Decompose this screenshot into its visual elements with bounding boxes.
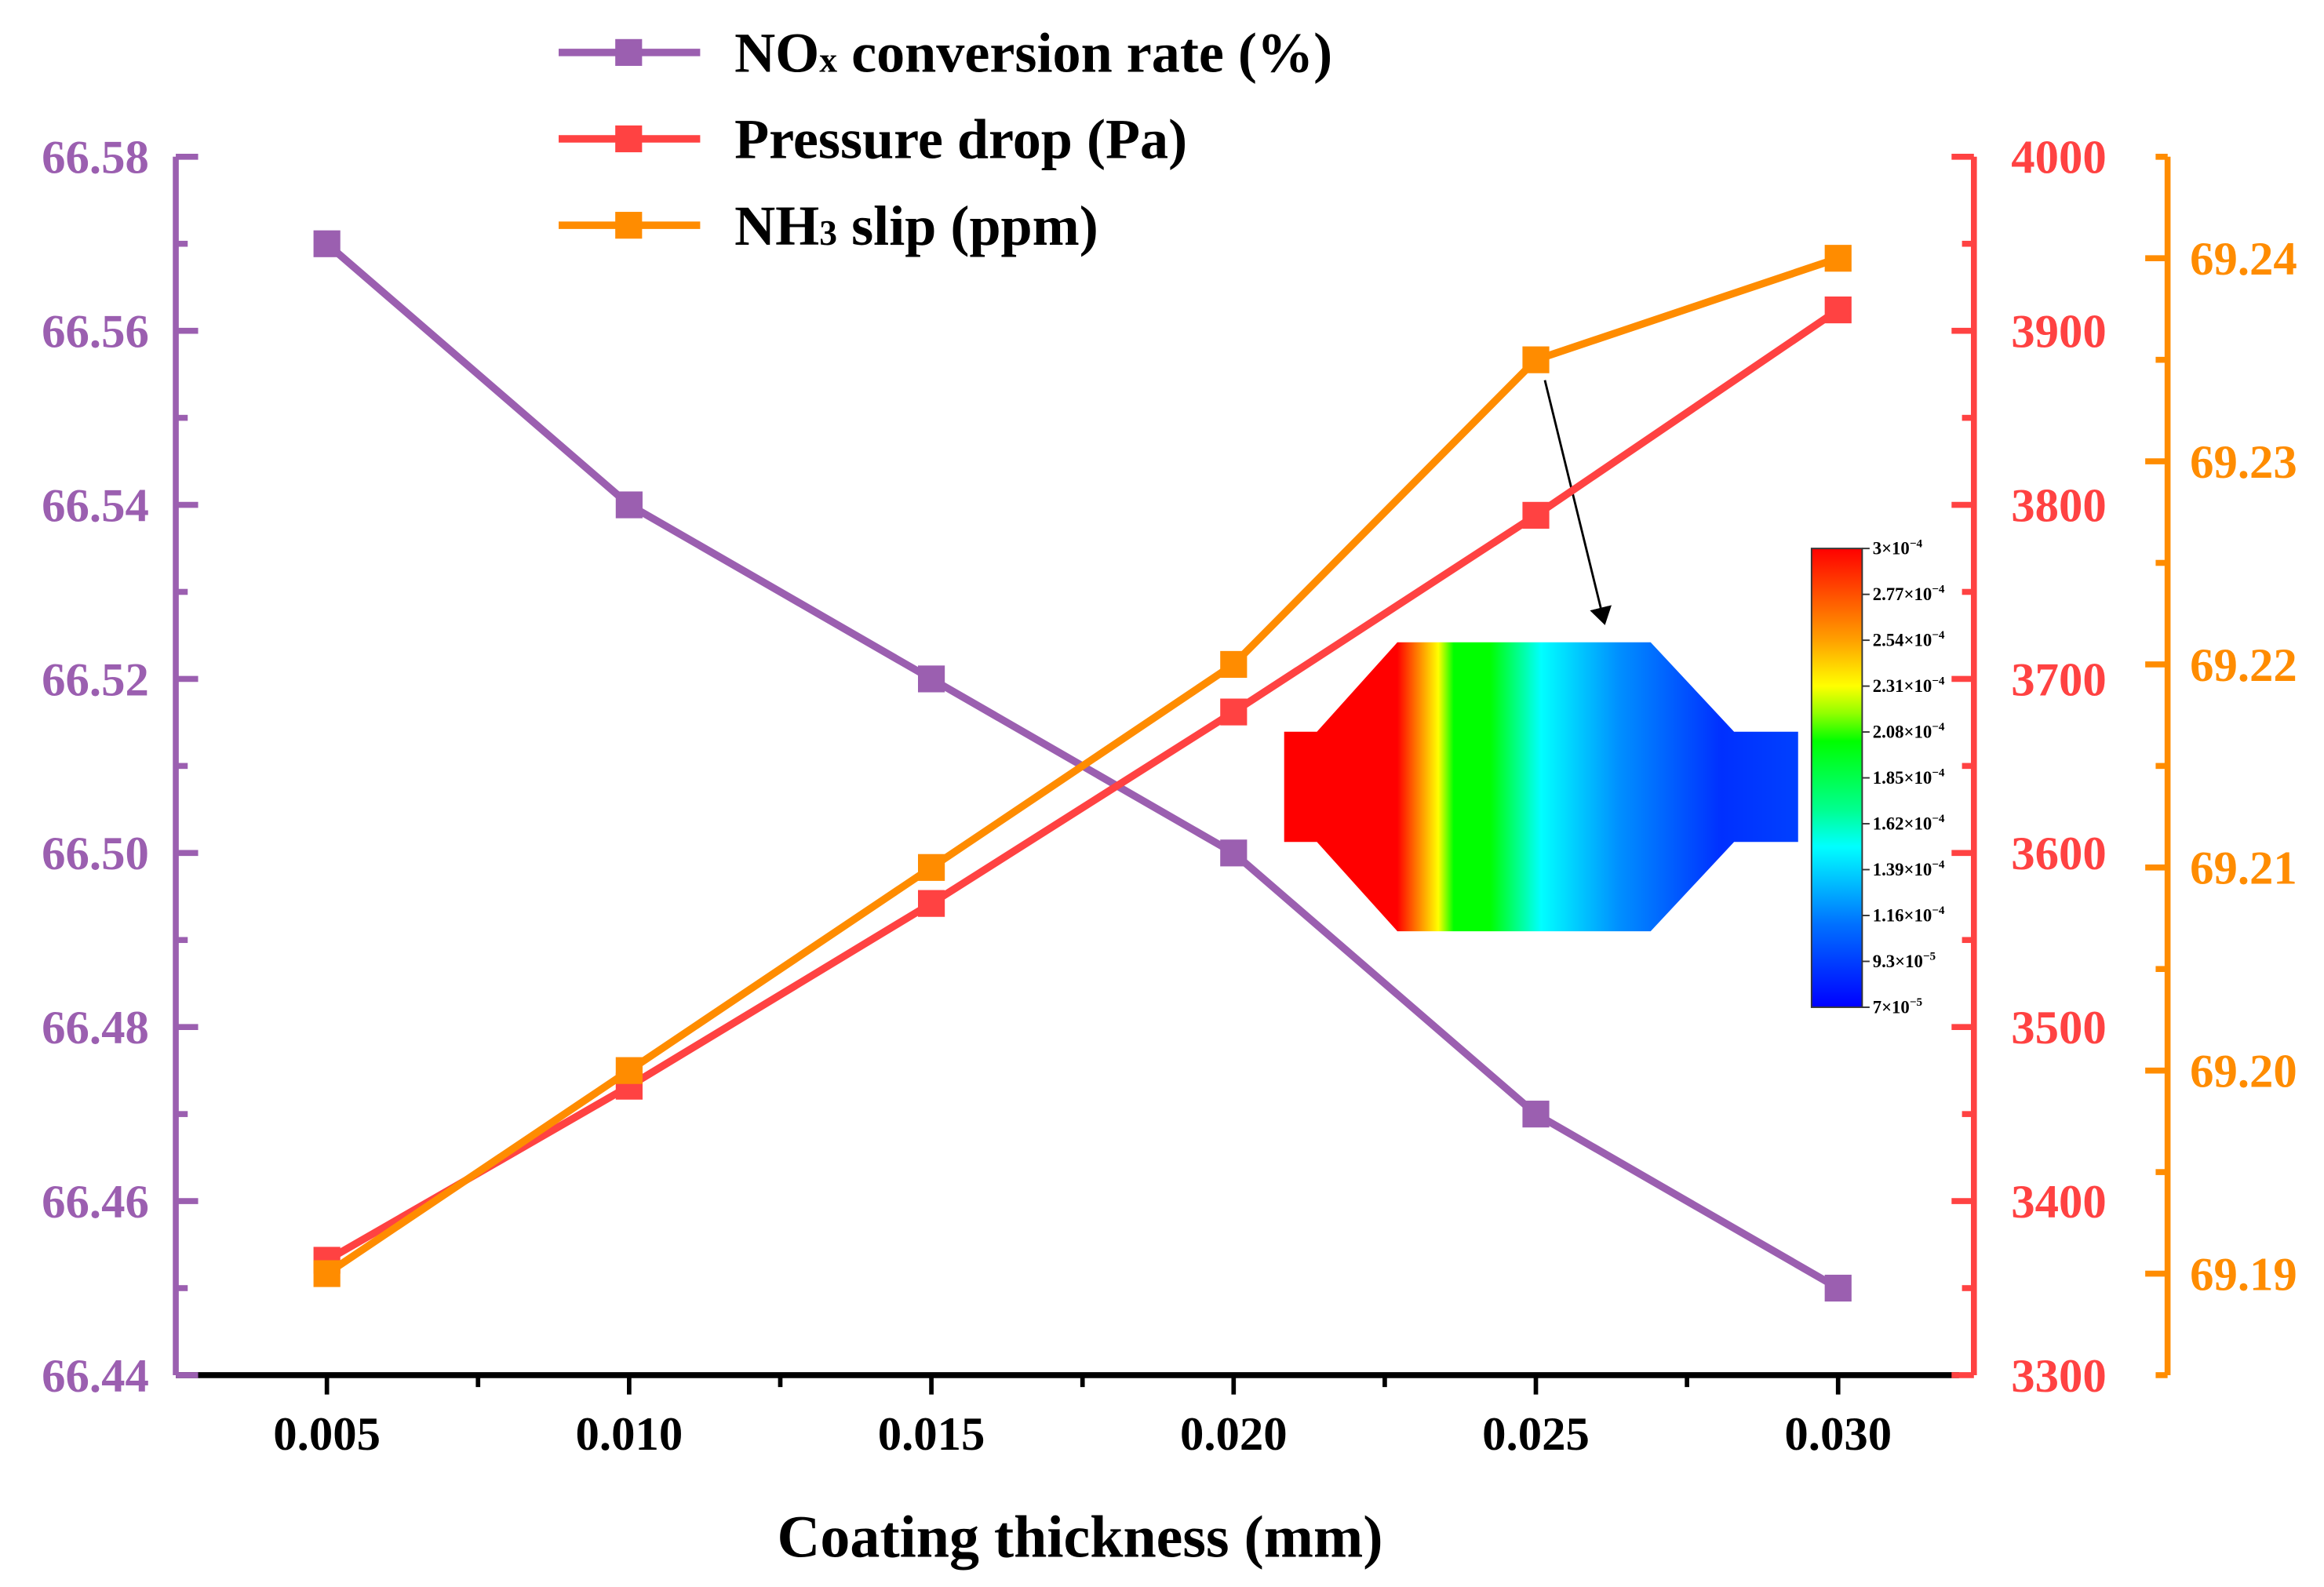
y-tick-label: 66.56 [42,306,149,359]
legend: NOx conversion rate (%) Pressure drop (Pa… [559,22,1332,257]
y-tick-label: 3700 [2011,653,2107,706]
legend-marker [615,212,643,239]
y-tick-label: 3800 [2011,479,2107,532]
axes: 0.005 0.010 0.015 0.020 0.025 0.030 66.44 66.46… [42,132,2297,1461]
colorbar-label: 7×10−5 [1873,996,1923,1017]
inset-colorbar [1810,548,1863,1008]
colorbar-label: 1.16×10−4 [1873,904,1945,925]
x-tick-label: 0.005 [273,1408,381,1461]
x-tick-label: 0.010 [576,1408,683,1461]
y-tick-label: 3300 [2011,1350,2107,1403]
colorbar-label: 2.54×10−4 [1873,628,1945,650]
data-point [1824,296,1852,324]
data-point [1522,501,1550,529]
data-point [1522,1101,1550,1128]
y-tick-label: 3600 [2011,828,2107,880]
colorbar-label: 3×10−4 [1873,537,1923,558]
colorbar-label: 1.85×10−4 [1873,766,1945,788]
legend-label: NH3 slip (ppm) [734,195,1098,257]
y-tick-label: 69.19 [2190,1248,2297,1301]
y-tick-label: 66.50 [42,828,149,880]
legend-marker [615,125,643,153]
inset-contour-plot: 3×10−4 2.77×10−4 2.54×10−4 2.31×10−4 2.08×10… [1284,380,1945,1017]
data-point [313,1260,341,1287]
data-point [615,491,643,519]
legend-label: Pressure drop (Pa) [734,108,1187,171]
data-point [1522,346,1550,373]
colorbar-label: 9.3×10−5 [1873,950,1936,971]
y-tick-label: 69.20 [2190,1046,2297,1098]
x-tick-label: 0.030 [1784,1408,1892,1461]
y-tick-label: 66.46 [42,1176,149,1228]
inset-catalyst-field [1284,642,1798,932]
legend-label: NOx conversion rate (%) [734,22,1332,85]
colorbar-label: 2.31×10−4 [1873,675,1945,696]
y-tick-label: 66.52 [42,653,149,706]
colorbar-label: 2.08×10−4 [1873,720,1945,741]
colorbar-label: 2.77×10−4 [1873,583,1945,604]
y-tick-label: 3500 [2011,1002,2107,1054]
x-tick-label: 0.020 [1180,1408,1288,1461]
data-point [1824,1274,1852,1302]
y-tick-label: 69.24 [2190,233,2297,286]
data-point [1220,698,1248,726]
y-tick-label: 66.58 [42,132,149,184]
data-point [1824,245,1852,272]
colorbar-label: 1.62×10−4 [1873,812,1945,833]
data-point [313,230,341,257]
series-line-3 [325,254,1840,1277]
y-tick-label: 69.22 [2190,639,2297,692]
series-line-2 [325,307,1841,1264]
data-point [917,854,945,881]
x-axis-label: Coating thickness (mm) [778,1505,1383,1571]
y-tick-label: 66.54 [42,479,149,532]
x-tick-label: 0.015 [878,1408,985,1461]
x-tick-label: 0.025 [1482,1408,1590,1461]
y-tick-label: 3400 [2011,1176,2107,1228]
y-tick-label: 69.23 [2190,436,2297,489]
y-tick-label: 3900 [2011,306,2107,359]
annotation-arrow [1543,380,1612,625]
legend-marker [615,38,643,66]
data-point [1220,650,1248,679]
data-point [917,665,945,693]
y-tick-label: 66.48 [42,1002,149,1054]
y-tick-label: 66.44 [42,1350,149,1403]
data-point [1220,839,1248,867]
y-tick-label: 4000 [2011,132,2107,184]
y-tick-label: 69.21 [2190,843,2297,895]
data-point [615,1057,643,1084]
data-point [917,890,945,917]
colorbar-label: 1.39×10−4 [1873,858,1945,879]
